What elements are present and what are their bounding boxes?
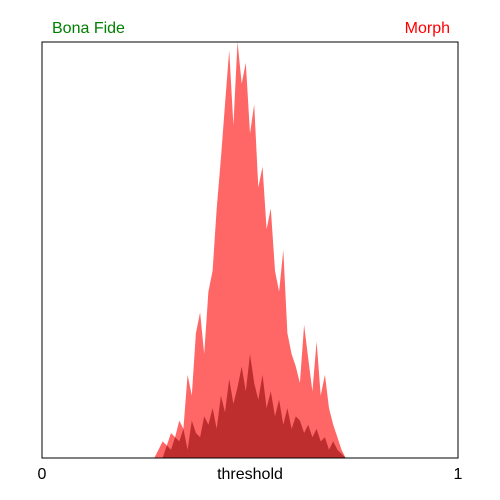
x-tick-max: 1	[454, 466, 463, 483]
series-area-morph	[154, 42, 346, 458]
series-layer	[154, 42, 346, 458]
legend-entry-morph: Morph	[405, 20, 450, 37]
series-area-bona-fide	[162, 354, 346, 458]
x-tick-min: 0	[38, 466, 47, 483]
x-axis-label: threshold	[217, 466, 283, 483]
legend-entry-bona-fide: Bona Fide	[52, 20, 125, 37]
plot-frame	[41, 41, 459, 459]
